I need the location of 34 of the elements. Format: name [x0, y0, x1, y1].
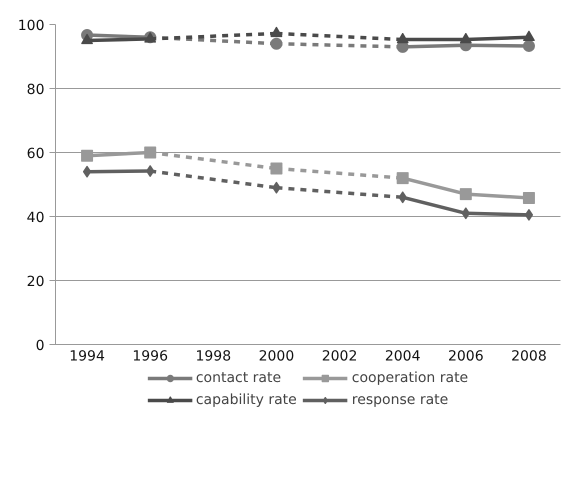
y-tick-label: 60: [26, 146, 45, 162]
x-tick-label: 1996: [132, 348, 168, 364]
point: [82, 166, 92, 178]
point: [144, 146, 156, 158]
legend-label: cooperation rate: [352, 370, 468, 386]
point: [522, 40, 535, 52]
point: [270, 162, 282, 174]
x-tick-label: 2006: [448, 348, 484, 364]
legend-label: capability rate: [196, 392, 297, 408]
y-tick-label: 0: [36, 338, 45, 354]
point: [460, 32, 472, 44]
point: [524, 208, 534, 221]
x-tick-label: 2008: [511, 348, 547, 364]
x-tick-label: 2002: [322, 348, 358, 364]
point: [272, 182, 281, 194]
x-tick-label: 2004: [384, 348, 421, 364]
point: [270, 26, 282, 38]
point: [460, 188, 472, 200]
point: [81, 34, 94, 44]
point: [81, 150, 94, 162]
y-tick-label: 20: [26, 274, 45, 290]
point: [396, 32, 409, 44]
x-tick-label: 1998: [196, 348, 232, 364]
point: [270, 38, 282, 50]
y-tick-label: 40: [26, 210, 45, 226]
y-tick-label: 100: [18, 18, 45, 34]
x-tick-label: 2000: [258, 348, 294, 364]
legend-label: response rate: [352, 392, 448, 408]
point: [396, 172, 409, 184]
y-tick-label: 80: [26, 82, 45, 98]
point: [522, 192, 535, 204]
x-tick-label: 1994: [69, 348, 105, 364]
legend-label: contact rate: [196, 370, 282, 386]
point: [522, 30, 535, 41]
